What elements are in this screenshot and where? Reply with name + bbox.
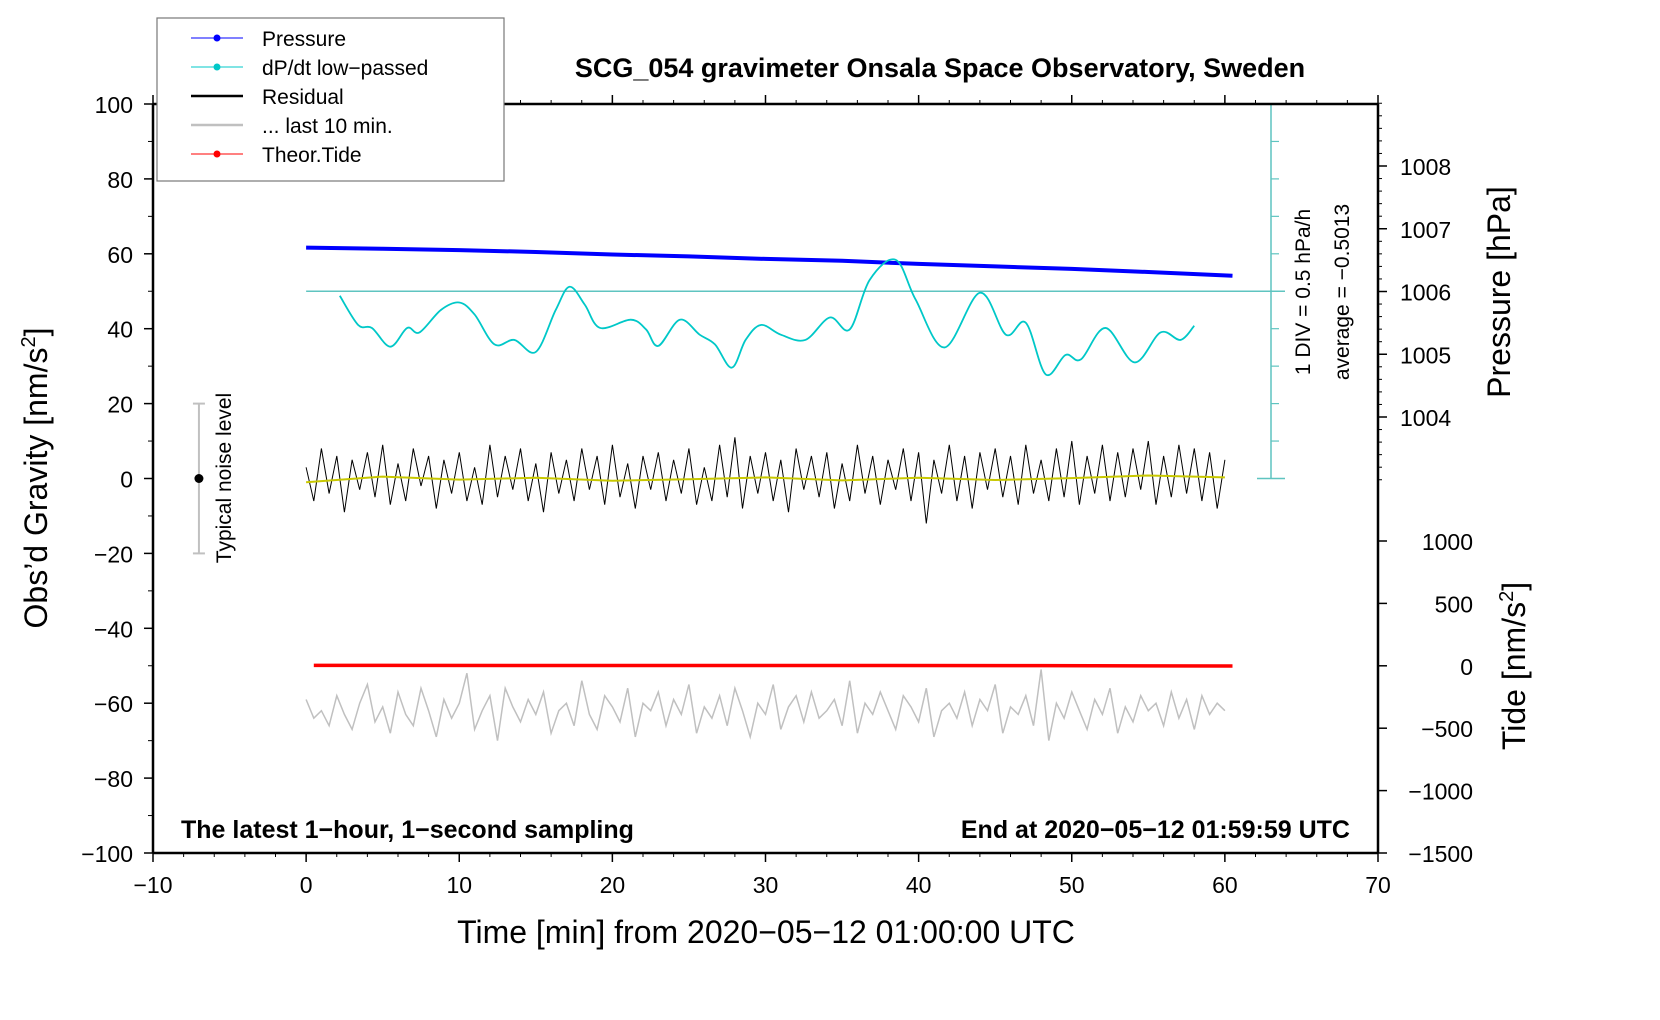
pressure-axis-label: Pressure [hPa] xyxy=(1481,186,1517,398)
y-axis-label: Obs’d Gravity [nm/s2] xyxy=(18,328,54,629)
y-tick-label: −20 xyxy=(94,541,133,567)
axes: −10 0 10 20 30 40 50 60 70100806040200−20−40−60−… xyxy=(81,92,1473,898)
noise-bar-center xyxy=(194,474,204,483)
y-tick-label: −100 xyxy=(81,841,133,867)
legend: Pressure dP/dt low−passed Residual ... last… xyxy=(156,17,505,182)
pressure-line xyxy=(306,245,1233,278)
y-axis-label-main: Obs’d Gravity [nm/s xyxy=(18,348,54,629)
y-axis-label-end: ] xyxy=(18,328,54,337)
y-tick-label: 40 xyxy=(107,317,133,343)
legend-label: Residual xyxy=(262,86,344,109)
legend-marker xyxy=(213,63,221,71)
tide-line xyxy=(313,663,1233,668)
residual-smoothed-line xyxy=(306,474,1225,484)
tide-tick-label: 1000 xyxy=(1422,529,1473,555)
legend-label: Pressure xyxy=(262,28,346,51)
legend-label: Theor.Tide xyxy=(262,144,362,167)
legend-marker xyxy=(213,150,221,158)
x-tick-label: 60 xyxy=(1212,872,1238,898)
x-tick-label: 20 xyxy=(600,872,626,898)
legend-label: ... last 10 min. xyxy=(262,115,393,138)
residual-line xyxy=(305,437,1226,524)
div-scale-annotation: 1 DIV = 0.5 hPa/h xyxy=(1292,209,1315,375)
y-tick-label: −40 xyxy=(94,616,133,642)
x-tick-label: −10 xyxy=(133,872,172,898)
bottom-right-annotation: End at 2020−05−12 01:59:59 UTC xyxy=(961,816,1350,844)
plot-area xyxy=(192,103,1285,741)
average-annotation: average = −0.5013 xyxy=(1331,204,1354,380)
y-tick-label: 60 xyxy=(107,242,133,268)
y-axis-label-sup: 2 xyxy=(18,336,40,347)
y-tick-label: 100 xyxy=(95,92,133,118)
dpdt-line xyxy=(339,258,1195,377)
x-tick-label: 40 xyxy=(906,872,932,898)
y-tick-label: 20 xyxy=(107,392,133,418)
tide-tick-label: −1500 xyxy=(1408,841,1473,867)
chart-title: SCG_054 gravimeter Onsala Space Observat… xyxy=(575,53,1305,83)
last10-line xyxy=(305,669,1226,741)
noise-level-label: Typical noise level xyxy=(213,393,236,563)
pressure-tick-label: 1008 xyxy=(1400,154,1451,180)
y-tick-label: −60 xyxy=(94,691,133,717)
x-axis-label: Time [min] from 2020−05−12 01:00:00 UTC xyxy=(457,914,1075,950)
tide-tick-label: −1000 xyxy=(1408,779,1473,805)
tide-axis-label: Tide [nm/s2] xyxy=(1496,582,1532,750)
pressure-tick-label: 1006 xyxy=(1400,280,1451,306)
bottom-left-annotation: The latest 1−hour, 1−second sampling xyxy=(181,816,634,844)
x-tick-label: 10 xyxy=(446,872,472,898)
pressure-tick-label: 1007 xyxy=(1400,217,1451,243)
tide-axis-label-end: ] xyxy=(1496,582,1532,591)
x-tick-label: 30 xyxy=(753,872,779,898)
pressure-tick-label: 1004 xyxy=(1400,405,1451,431)
x-tick-label: 50 xyxy=(1059,872,1085,898)
tide-axis-label-main: Tide [nm/s xyxy=(1496,602,1532,750)
x-tick-label: 0 xyxy=(300,872,313,898)
legend-marker xyxy=(213,34,221,42)
pressure-tick-label: 1005 xyxy=(1400,342,1451,368)
tide-tick-label: 500 xyxy=(1435,591,1473,617)
y-tick-label: −80 xyxy=(94,766,133,792)
tide-tick-label: 0 xyxy=(1460,654,1473,680)
tide-axis-label-sup: 2 xyxy=(1496,591,1518,602)
x-tick-label: 70 xyxy=(1365,872,1391,898)
y-tick-label: 0 xyxy=(120,467,133,493)
y-tick-label: 80 xyxy=(107,167,133,193)
tide-tick-label: −500 xyxy=(1421,716,1473,742)
legend-label: dP/dt low−passed xyxy=(262,57,428,80)
